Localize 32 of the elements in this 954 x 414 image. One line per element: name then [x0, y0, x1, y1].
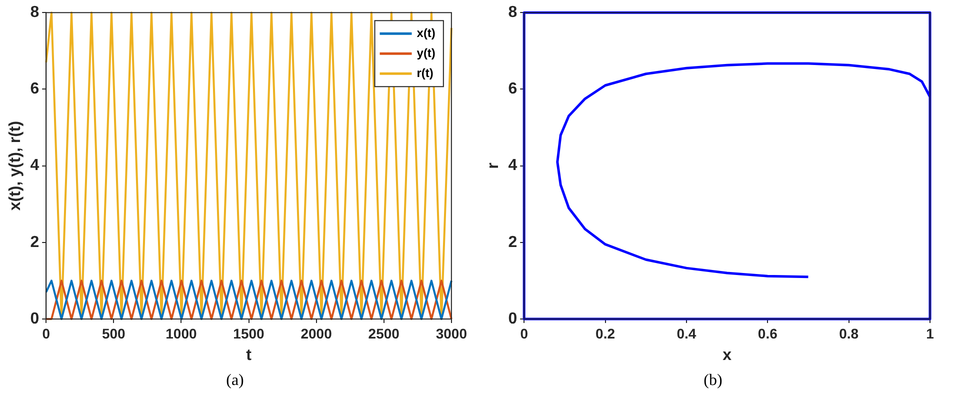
x-tick-label: 0.2	[596, 325, 616, 342]
x-tick-label: 0	[42, 325, 50, 342]
x-tick-label: 3000	[436, 325, 468, 342]
y-tick-label: 4	[508, 157, 518, 174]
x-axis-title: x	[722, 346, 732, 364]
x-tick-label: 2500	[368, 325, 400, 342]
x-tick-label: 1500	[233, 325, 265, 342]
y-axis-title: r	[485, 162, 502, 169]
y-tick-label: 8	[30, 4, 40, 22]
y-tick-label: 6	[508, 80, 518, 98]
legend-label: r(t)	[416, 66, 434, 80]
x-tick-label: 0.6	[758, 325, 778, 342]
y-tick-label: 6	[30, 80, 40, 98]
y-tick-label: 8	[508, 4, 518, 22]
y-tick-label: 4	[30, 157, 40, 174]
text: (b)	[702, 372, 724, 390]
x-tick-label: 1	[926, 325, 934, 342]
x-tick-label: 2000	[300, 325, 332, 342]
x-tick-label: 0.8	[839, 325, 859, 342]
y-tick-label: 2	[30, 234, 40, 251]
y-tick-label: 2	[508, 234, 518, 251]
y-axis-title: x(t), y(t), r(t)	[7, 120, 24, 211]
x-tick-label: 1000	[166, 325, 197, 342]
x-tick-label: 0	[520, 325, 528, 342]
y-tick-label: 0	[508, 310, 518, 328]
x-tick-label: 0.4	[676, 325, 696, 342]
y-tick-label: 0	[30, 310, 40, 328]
x-axis-title: t	[246, 346, 252, 364]
legend-label: y(t)	[416, 46, 436, 60]
x-tick-label: 500	[102, 325, 126, 342]
text: (a)	[225, 372, 245, 390]
legend-label: x(t)	[416, 26, 436, 40]
